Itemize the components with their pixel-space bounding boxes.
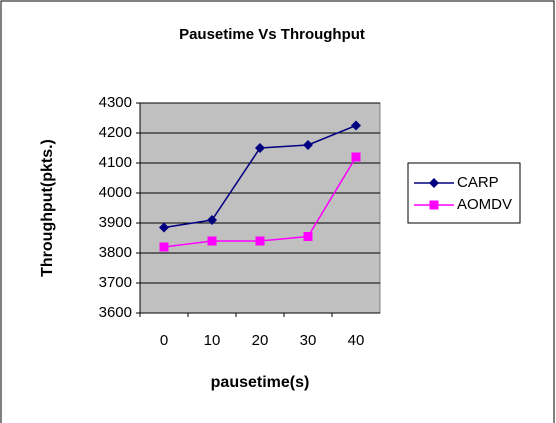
- y-tick-label: 3900: [99, 214, 132, 231]
- point: [351, 120, 361, 131]
- legend-label: CARP: [457, 174, 499, 191]
- x-tick-label: 0: [160, 332, 168, 349]
- point: [351, 152, 361, 162]
- y-tick-label: 3700: [99, 274, 132, 291]
- y-tick-label: 4300: [99, 94, 132, 111]
- y-axis-label: Throughput(pkts.): [39, 139, 56, 277]
- plot-area: [139, 102, 381, 314]
- y-tick-label: 4000: [99, 184, 132, 201]
- point: [207, 236, 217, 246]
- point: [303, 232, 313, 241]
- point: [159, 242, 169, 252]
- point: [207, 215, 217, 225]
- legend-label: AOMDV: [457, 196, 512, 213]
- x-tick-label: 40: [348, 332, 365, 349]
- point: [429, 178, 439, 188]
- point: [255, 143, 265, 153]
- x-axis-label: pausetime(s): [211, 374, 310, 391]
- point: [255, 236, 265, 246]
- x-tick-label: 20: [252, 332, 269, 349]
- y-tick-label: 4100: [99, 154, 132, 171]
- legend-box: [407, 162, 521, 224]
- x-tick-label: 30: [300, 332, 317, 349]
- y-tick-label: 3800: [99, 244, 132, 261]
- point: [429, 200, 439, 210]
- y-tick-label: 4200: [99, 124, 132, 141]
- y-tick-label: 3600: [99, 304, 132, 321]
- x-tick-label: 10: [204, 332, 221, 349]
- point: [303, 140, 313, 150]
- chart-title: Pausetime Vs Throughput: [179, 26, 365, 43]
- point: [159, 222, 169, 233]
